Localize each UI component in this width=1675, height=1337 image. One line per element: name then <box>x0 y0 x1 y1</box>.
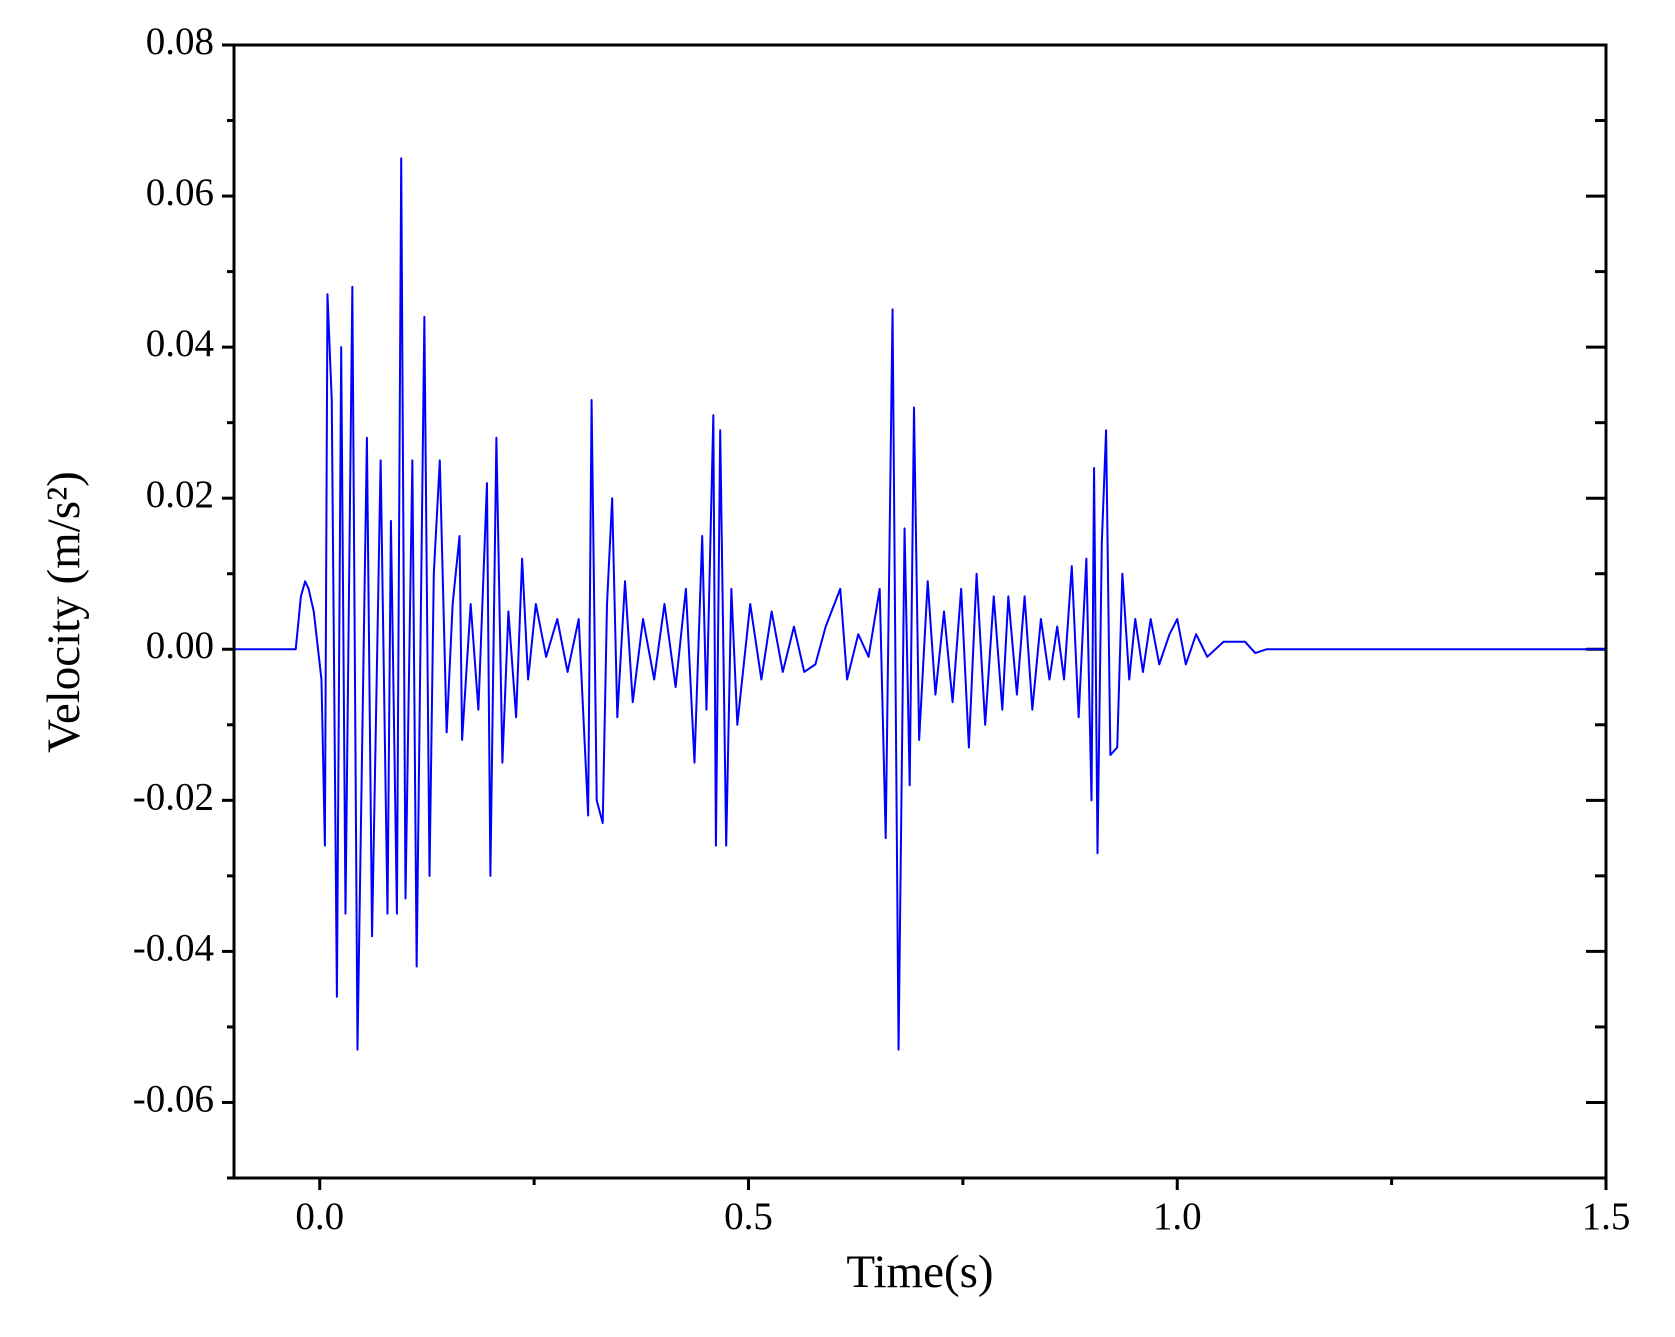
y-tick-label: -0.02 <box>133 775 214 818</box>
y-tick-label: -0.04 <box>133 926 214 969</box>
x-tick-label: 1.5 <box>1582 1195 1631 1238</box>
plot-frame <box>232 43 1608 1180</box>
y-tick-label: 0.00 <box>146 624 214 667</box>
x-tick-label: 0.0 <box>295 1195 344 1238</box>
x-tick-label: 0.5 <box>724 1195 773 1238</box>
y-tick-label: 0.06 <box>146 171 214 214</box>
y-tick-label: 0.02 <box>146 473 214 516</box>
signal-line <box>234 157 1606 1051</box>
y-axis-label: Velocity (m/s²) <box>38 471 90 753</box>
y-tick-label: -0.06 <box>133 1077 214 1120</box>
y-tick-label: 0.08 <box>146 20 214 63</box>
x-tick-label: 1.0 <box>1153 1195 1202 1238</box>
y-tick-label: 0.04 <box>146 322 214 365</box>
x-axis-label: Time(s) <box>846 1246 993 1298</box>
